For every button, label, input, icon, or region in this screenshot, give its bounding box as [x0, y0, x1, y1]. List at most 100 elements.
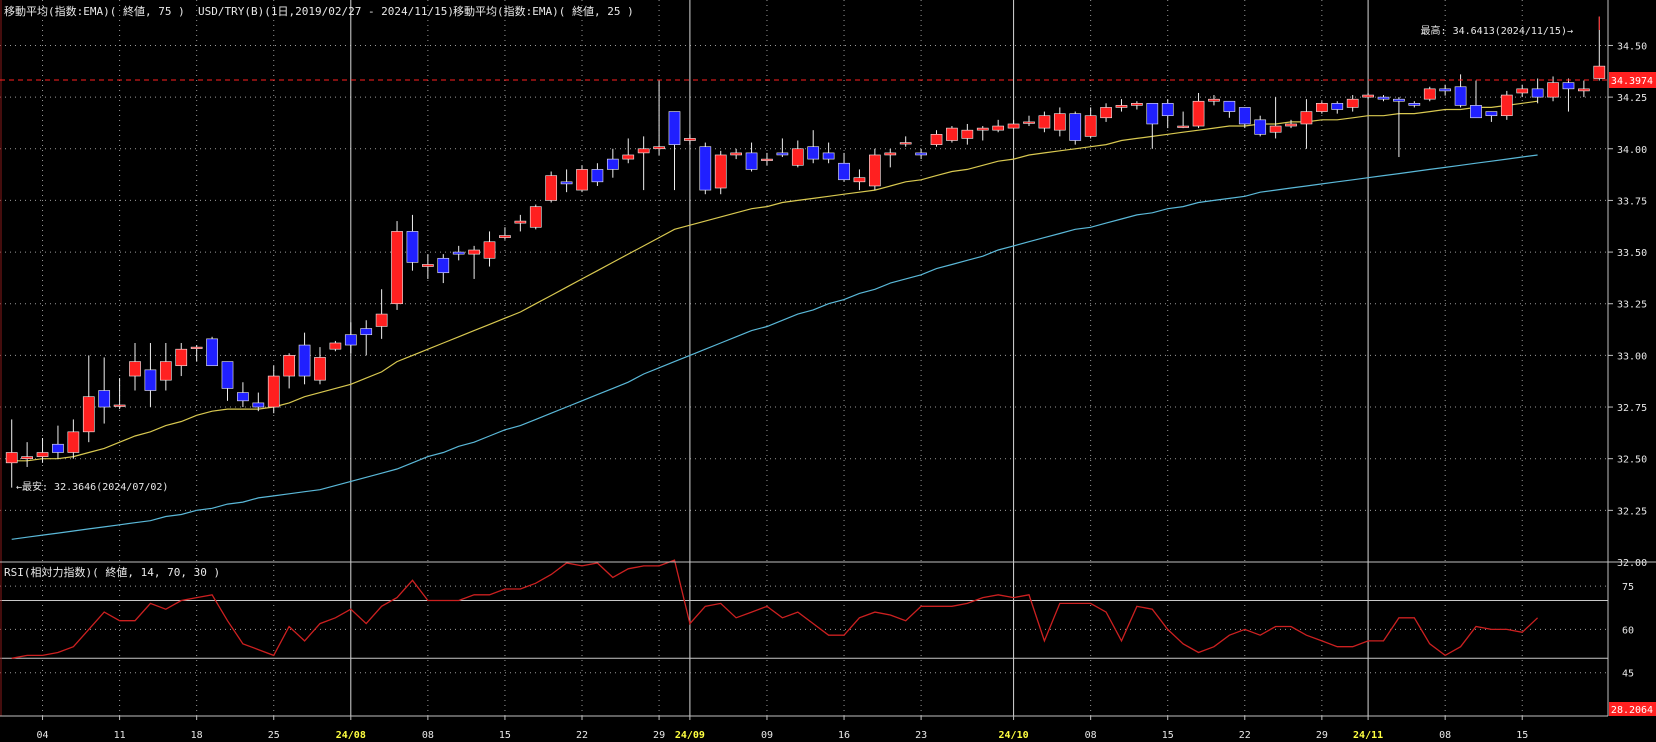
candle — [329, 340, 342, 352]
date-tick-label: 09 — [761, 730, 773, 741]
candle-body-down — [252, 402, 265, 408]
candle-body-down — [1223, 100, 1236, 112]
candle — [1177, 111, 1189, 129]
candle — [1346, 95, 1359, 112]
candle-body-up — [884, 152, 897, 156]
candle — [1408, 101, 1421, 108]
rsi-line — [11, 559, 1539, 659]
candle — [514, 214, 527, 232]
current-price-box — [1609, 72, 1656, 88]
candle-body-down — [52, 443, 64, 453]
candle — [622, 138, 635, 164]
candle-body-down — [1377, 96, 1390, 100]
candle — [190, 345, 203, 362]
candle — [653, 80, 665, 155]
candle-body-up — [1547, 82, 1559, 98]
candle-body-up — [976, 127, 989, 131]
candle-body-up — [67, 431, 80, 453]
candle-body-down — [560, 181, 573, 185]
candle — [714, 150, 727, 195]
candle — [591, 163, 604, 186]
candle — [206, 336, 218, 367]
candle — [21, 442, 33, 467]
candle — [1069, 111, 1082, 145]
candle-body-up — [1346, 98, 1359, 108]
candle-body-up — [791, 148, 804, 166]
candle — [699, 142, 712, 195]
candle — [668, 111, 681, 191]
date-tick-label: 24/09 — [675, 730, 705, 741]
candle-body-up — [1516, 88, 1529, 94]
candle — [391, 221, 403, 310]
candle-body-up — [1115, 105, 1128, 108]
candle-body-up — [468, 249, 480, 255]
candle-body-down — [1254, 119, 1267, 135]
candle — [314, 347, 326, 385]
candle-body-down — [98, 390, 111, 408]
candle-body-down — [1393, 98, 1405, 102]
candle-body-up — [1285, 123, 1297, 127]
rsi-tick-label: 60 — [1622, 625, 1634, 636]
candle — [1423, 86, 1436, 102]
candle — [1300, 99, 1313, 149]
candle — [1285, 119, 1297, 129]
candle-body-down — [699, 146, 712, 191]
candle-body-up — [730, 152, 742, 156]
candle-body-up — [1500, 94, 1513, 117]
date-tick-label: 24/08 — [336, 730, 366, 741]
candle — [745, 142, 758, 172]
candle — [1578, 80, 1590, 98]
candle — [237, 382, 249, 408]
candle — [1161, 99, 1174, 129]
candle-body-down — [1331, 103, 1344, 110]
candle — [1547, 76, 1559, 102]
candle — [637, 136, 650, 191]
date-tick-label: 29 — [653, 730, 665, 741]
candle-body-down — [206, 338, 218, 367]
candle-body-up — [499, 235, 511, 238]
candle — [684, 134, 696, 145]
candle — [159, 342, 172, 391]
ema-layer — [11, 100, 1538, 540]
ema25-line — [11, 100, 1538, 462]
candle — [1238, 107, 1251, 129]
candle-body-down — [1454, 86, 1467, 106]
candle-body-up — [946, 127, 958, 141]
candle — [1439, 84, 1452, 96]
candle — [406, 214, 419, 271]
candle — [129, 342, 141, 391]
candle-body-down — [437, 257, 450, 274]
candle-body-up — [21, 456, 33, 459]
candle-body-down — [838, 162, 850, 181]
candle-body-up — [1007, 123, 1020, 129]
candle-body-down — [1408, 103, 1421, 106]
candle — [1223, 100, 1236, 118]
candle-body-down — [745, 152, 758, 170]
candle — [1192, 92, 1205, 129]
candle-body-up — [1100, 107, 1112, 119]
candle — [899, 136, 912, 147]
candle-body-down — [452, 251, 465, 255]
candle — [67, 419, 80, 459]
price-tick-label: 34.25 — [1617, 93, 1647, 104]
candle-body-up — [1023, 121, 1035, 124]
rsi-current-label: 28.2064 — [1611, 705, 1653, 716]
rsi-tick-label: 75 — [1622, 582, 1634, 593]
candle — [468, 245, 480, 279]
candle-body-up — [1593, 65, 1606, 79]
candle — [5, 419, 18, 488]
candle-body-up — [1300, 111, 1313, 125]
candle — [930, 130, 943, 147]
candle-body-down — [1562, 82, 1575, 90]
candle — [452, 245, 465, 261]
price-tick-label: 32.75 — [1617, 403, 1647, 414]
candle — [1023, 115, 1035, 127]
date-tick-label: 08 — [1085, 730, 1097, 741]
price-tick-label: 34.00 — [1617, 145, 1647, 156]
candle-body-down — [822, 152, 835, 160]
candle — [1562, 78, 1575, 112]
date-tick-label: 22 — [576, 730, 588, 741]
candle — [915, 148, 927, 160]
candle — [1531, 78, 1544, 104]
candle-body-up — [545, 175, 558, 201]
